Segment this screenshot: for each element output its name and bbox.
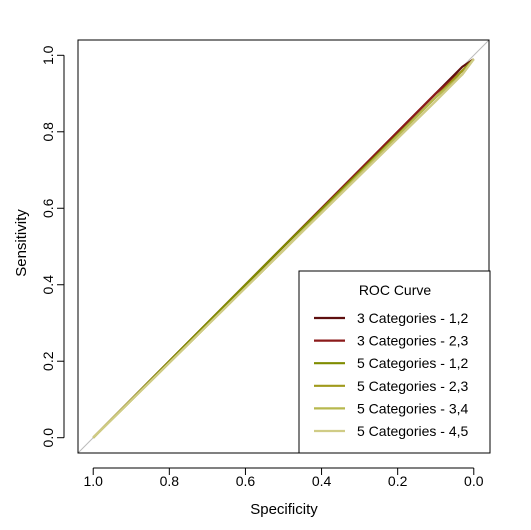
x-tick-label-1: 0.8 (160, 473, 180, 489)
legend-label-3: 5 Categories - 1,2 (357, 355, 468, 371)
plot-inner (78, 40, 489, 453)
axes: 1.0 0.8 0.6 0.4 0.2 0.0 0.0 0.2 0.4 0.6 0.8 1.0 (40, 39, 490, 489)
roc-series-line-6 (92, 58, 475, 439)
legend-box (298, 270, 491, 454)
y-tick-label-1: 0.2 (40, 351, 56, 371)
plot-border (77, 39, 490, 454)
x-axis-title: Specificity (250, 501, 318, 518)
legend-label-2: 3 Categories - 2,3 (357, 333, 468, 349)
y-tick-label-4: 0.8 (40, 122, 56, 142)
x-tick-label-5: 0.0 (464, 473, 484, 489)
legend-title: ROC Curve (359, 282, 432, 298)
legend-label-6: 5 Categories - 4,5 (357, 423, 468, 439)
x-tick-label-4: 0.2 (388, 473, 408, 489)
x-tick-label-0: 1.0 (83, 473, 103, 489)
x-tick-label-2: 0.6 (236, 473, 256, 489)
legend-label-4: 5 Categories - 2,3 (357, 378, 468, 394)
legend-label-5: 5 Categories - 3,4 (357, 400, 468, 416)
plot-area (78, 40, 489, 453)
y-tick-label-2: 0.4 (40, 275, 56, 295)
y-tick-label-3: 0.6 (40, 198, 56, 218)
legend-label-1: 3 Categories - 1,2 (357, 310, 468, 326)
y-axis-title: Sensitivity (13, 209, 30, 277)
legend: ROC Curve 3 Categories - 1,2 3 Categories… (298, 270, 491, 454)
y-tick-label-5: 1.0 (40, 45, 56, 65)
x-tick-label-3: 0.4 (312, 473, 332, 489)
y-tick-label-0: 0.0 (40, 428, 56, 448)
